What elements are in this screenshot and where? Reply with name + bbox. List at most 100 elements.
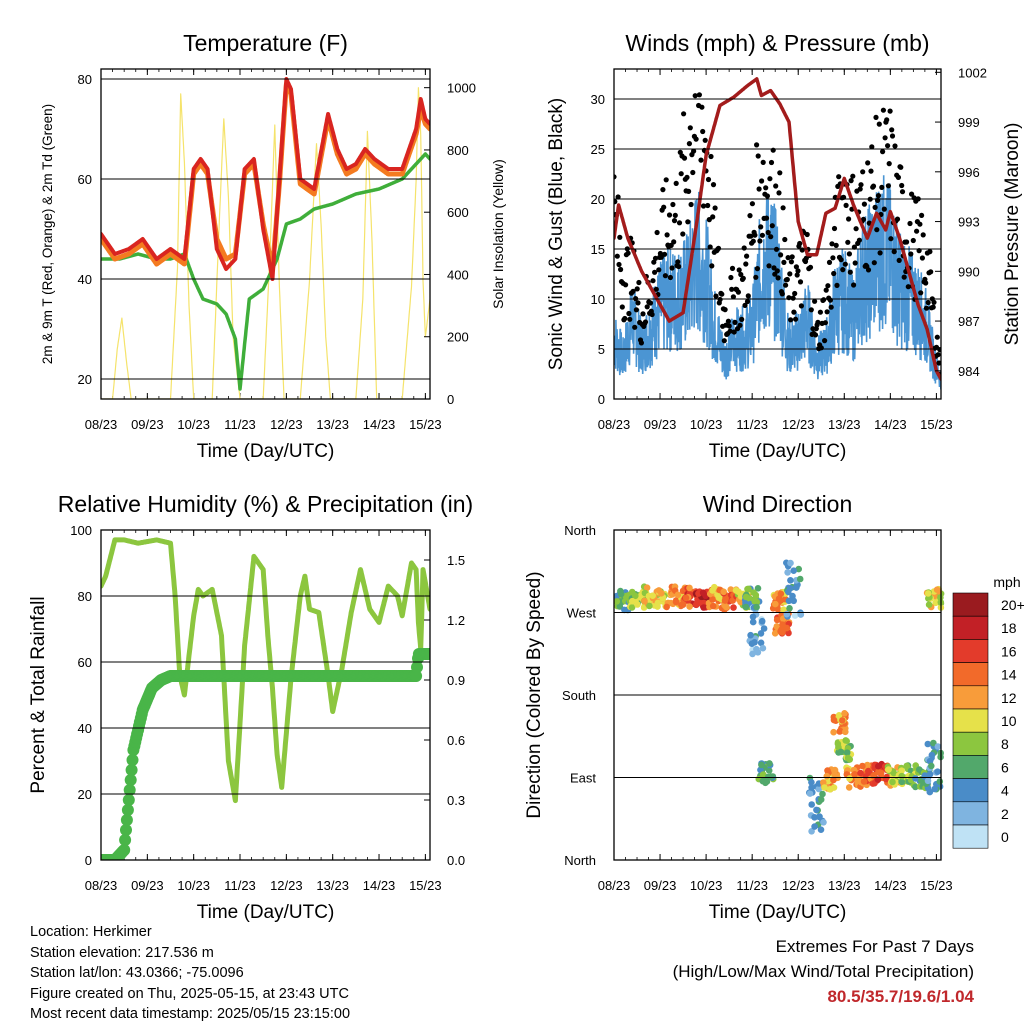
gust-point xyxy=(896,257,902,263)
legend-swatch xyxy=(952,801,989,826)
x-tick-label: 08/23 xyxy=(85,878,118,893)
direction-point xyxy=(817,796,825,803)
direction-point xyxy=(842,728,849,736)
direction-tick-label: North xyxy=(564,853,596,868)
y-right-tick-label: 0 xyxy=(447,392,454,407)
gust-point xyxy=(871,260,877,266)
y-right-tick-label: 1.2 xyxy=(447,613,465,628)
gust-point xyxy=(684,174,690,180)
gust-point xyxy=(833,242,839,248)
gust-point xyxy=(794,272,800,278)
gust-point xyxy=(699,104,705,110)
direction-point xyxy=(924,740,932,748)
gust-point xyxy=(670,201,676,208)
gust-point xyxy=(754,266,761,272)
y-right-tick-label: 987 xyxy=(958,314,980,329)
gust-point xyxy=(685,219,691,225)
y-right-tick-label: 0.3 xyxy=(447,793,465,808)
direction-point xyxy=(646,602,653,610)
gust-point xyxy=(749,201,756,207)
gust-point xyxy=(725,318,732,324)
direction-point xyxy=(754,585,762,592)
gust-point xyxy=(846,251,853,257)
gust-point xyxy=(705,176,712,183)
gust-point xyxy=(808,307,814,313)
x-tick-label: 15/23 xyxy=(920,878,953,893)
gust-point xyxy=(885,143,891,149)
gust-point xyxy=(822,320,829,326)
direction-point xyxy=(820,779,827,786)
y-tick-label: 25 xyxy=(591,142,605,157)
x-tick-label: 14/23 xyxy=(874,878,907,893)
direction-point xyxy=(753,645,760,653)
gust-point xyxy=(729,265,736,271)
direction-point xyxy=(758,761,765,769)
gust-point xyxy=(792,290,798,297)
direction-point xyxy=(834,740,842,748)
gust-point xyxy=(709,263,715,269)
direction-point xyxy=(877,769,885,777)
gust-point xyxy=(812,298,818,304)
gust-point xyxy=(713,293,719,299)
gust-point xyxy=(777,170,783,176)
direction-point xyxy=(933,586,941,593)
gust-point xyxy=(686,141,693,147)
gust-point xyxy=(676,263,682,270)
direction-point xyxy=(793,584,800,591)
legend-swatch xyxy=(952,755,989,779)
x-tick-label: 10/23 xyxy=(690,417,723,432)
gust-point xyxy=(721,338,727,344)
gust-point xyxy=(642,319,649,325)
direction-point xyxy=(682,594,690,602)
direction-point xyxy=(817,826,825,833)
humidity-panel: Relative Humidity (%) & Precipitation (i… xyxy=(28,491,473,923)
gust-point xyxy=(715,245,722,251)
x-tick-label: 15/23 xyxy=(920,417,953,432)
direction-point xyxy=(851,771,858,778)
x-tick-label: 12/23 xyxy=(782,878,815,893)
gust-point xyxy=(851,244,858,250)
gust-point xyxy=(765,229,771,236)
y-tick-label: 5 xyxy=(598,342,605,357)
gust-point xyxy=(852,260,858,266)
gust-point xyxy=(681,111,687,117)
gust-point xyxy=(783,282,789,288)
gust-point xyxy=(927,249,933,255)
station-latlon: Station lat/lon: 43.0366; -75.0096 xyxy=(30,965,244,981)
gust-point xyxy=(764,193,771,199)
gust-point xyxy=(649,311,655,318)
gust-point xyxy=(843,202,849,208)
gust-point xyxy=(625,250,631,256)
direction-point xyxy=(924,777,932,785)
station-location: Location: Herkimer xyxy=(30,924,152,940)
direction-point xyxy=(787,559,794,567)
y-tick-label: 10 xyxy=(591,292,605,307)
gust-point xyxy=(851,282,857,288)
direction-point xyxy=(674,591,682,599)
gust-point xyxy=(737,322,743,328)
gust-point xyxy=(846,216,852,222)
gust-point xyxy=(710,214,716,220)
direction-point xyxy=(815,785,823,793)
gust-point xyxy=(666,212,673,218)
rainfall-point xyxy=(120,824,132,836)
y-right-tick-label: 800 xyxy=(447,143,469,158)
gust-point xyxy=(873,114,879,120)
x-tick-label: 14/23 xyxy=(874,417,907,432)
gust-point xyxy=(850,173,856,179)
gust-point xyxy=(700,203,707,209)
gust-point xyxy=(622,315,628,322)
direction-point xyxy=(912,783,919,791)
x-tick-label: 15/23 xyxy=(409,878,442,893)
x-tick-label: 14/23 xyxy=(363,878,396,893)
figure-created: Figure created on Thu, 2025-05-15, at 23… xyxy=(30,985,349,1002)
gust-point xyxy=(925,299,931,306)
gust-point xyxy=(879,184,885,190)
legend-label: 18 xyxy=(1001,620,1017,636)
gust-point xyxy=(732,319,738,325)
rainfall-point xyxy=(118,844,131,856)
direction-ylabel-left: Direction (Colored By Speed) xyxy=(524,571,545,818)
y-right-tick-label: 1000 xyxy=(447,81,476,96)
temperature-plot xyxy=(101,77,430,399)
gust-point xyxy=(789,254,795,260)
